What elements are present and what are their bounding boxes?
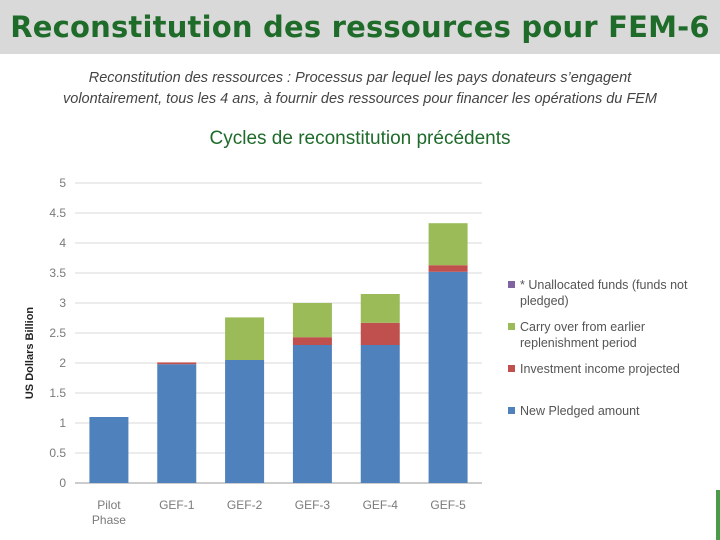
legend-label: * Unallocated funds (funds not — [520, 278, 688, 292]
y-tick-label: 0.5 — [49, 446, 66, 460]
bar-segment — [428, 223, 468, 266]
y-tick-label: 3 — [59, 296, 66, 310]
y-tick-label: 1.5 — [49, 386, 66, 400]
y-tick-label: 4 — [59, 236, 66, 250]
x-category-label: Phase — [92, 513, 126, 527]
y-tick-label: 2 — [59, 356, 66, 370]
bar-segment — [292, 303, 332, 338]
bar-segment — [225, 317, 265, 360]
y-tick-label: 3.5 — [49, 266, 66, 280]
bar-segment — [225, 360, 265, 483]
legend-swatch — [508, 281, 515, 288]
legend-label: New Pledged amount — [520, 404, 640, 418]
slide-subtitle: Reconstitution des ressources : Processu… — [10, 68, 710, 110]
y-tick-label: 4.5 — [49, 206, 66, 220]
legend-label: Investment income projected — [520, 362, 680, 376]
bar-segment — [157, 364, 197, 483]
y-axis-title: US Dollars Billion — [24, 307, 36, 400]
bar-segment — [157, 362, 197, 365]
legend-label: pledged) — [520, 294, 569, 308]
y-tick-label: 5 — [59, 176, 66, 190]
bar-segment — [360, 294, 400, 323]
x-category-label: Pilot — [97, 498, 121, 512]
bar-segment — [292, 337, 332, 345]
x-category-label: GEF-3 — [295, 498, 331, 512]
title-bar: Reconstitution des ressources pour FEM-6 — [0, 0, 720, 54]
y-tick-label: 1 — [59, 416, 66, 430]
x-category-label: GEF-5 — [430, 498, 466, 512]
bar-segment — [428, 265, 468, 272]
y-tick-label: 2.5 — [49, 326, 66, 340]
bar-segment — [89, 417, 129, 483]
legend-swatch — [508, 323, 515, 330]
legend-label: Carry over from earlier — [520, 320, 645, 334]
legend-swatch — [508, 365, 515, 372]
bar-segment — [360, 345, 400, 483]
legend-swatch — [508, 407, 515, 414]
x-category-label: GEF-2 — [227, 498, 263, 512]
x-category-label: GEF-1 — [159, 498, 195, 512]
bar-segment — [360, 322, 400, 345]
y-tick-label: 0 — [59, 476, 66, 490]
subtitle-line-1: Reconstitution des ressources : Processu… — [88, 70, 632, 86]
subtitle-line-2: volontairement, tous les 4 ans, à fourni… — [63, 91, 657, 107]
x-category-label: GEF-4 — [363, 498, 399, 512]
bar-segment — [292, 345, 332, 483]
bar-segment — [428, 271, 468, 483]
chart-heading: Cycles de reconstitution précédents — [209, 128, 511, 149]
decorative-strip — [716, 490, 720, 540]
legend-label: replenishment period — [520, 336, 637, 350]
slide-title: Reconstitution des ressources pour FEM-6 — [10, 10, 710, 44]
